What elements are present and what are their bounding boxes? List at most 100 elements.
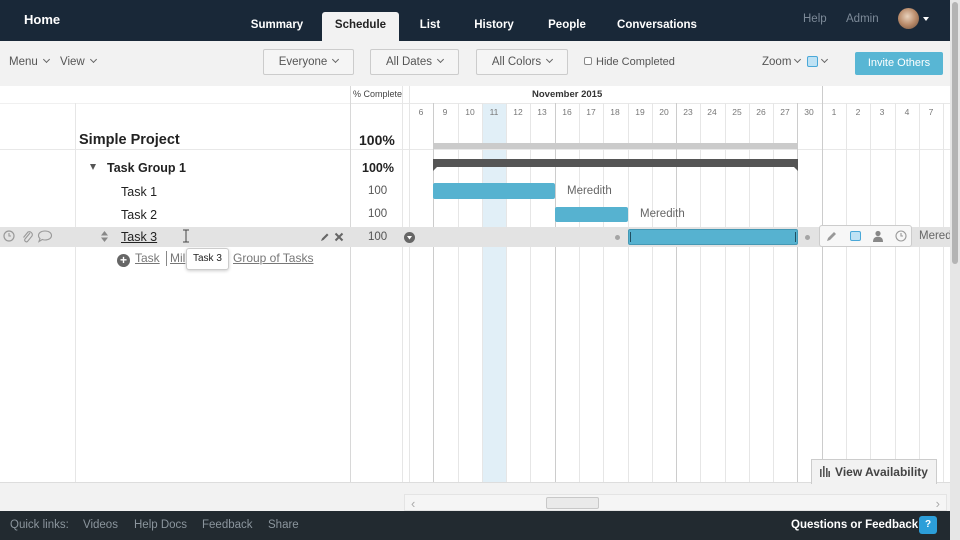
day-divider	[773, 103, 774, 482]
home-link[interactable]: Home	[24, 12, 61, 27]
top-nav: Home Summary Schedule List History Peopl…	[0, 0, 950, 41]
user-menu-caret-icon[interactable]	[923, 17, 929, 21]
tab-conversations[interactable]: Conversations	[617, 19, 697, 31]
collapse-triangle-icon[interactable]	[90, 164, 96, 170]
feedback-link[interactable]: Feedback	[202, 519, 253, 531]
task-3-bar[interactable]	[628, 229, 798, 245]
group-summary-bar	[433, 159, 798, 171]
help-docs-link[interactable]: Help Docs	[134, 519, 188, 531]
page-scrollbar-thumb[interactable]	[952, 2, 958, 264]
day-header: 4	[904, 107, 910, 117]
tab-list[interactable]: List	[419, 19, 441, 31]
people-filter-dropdown[interactable]: Everyone	[263, 49, 354, 75]
color-swatch-icon[interactable]	[807, 56, 818, 67]
day-header: 3	[879, 107, 885, 117]
day-divider	[700, 103, 701, 482]
dates-filter-dropdown[interactable]: All Dates	[370, 49, 459, 75]
text-cursor-icon	[183, 229, 189, 243]
day-divider	[749, 103, 750, 482]
delete-x-icon[interactable]	[334, 232, 344, 242]
column-divider	[409, 86, 410, 482]
task-1-pct[interactable]: 100	[368, 185, 388, 197]
view-availability-button[interactable]: View Availability	[811, 459, 937, 484]
task-1-name[interactable]: Task 1	[121, 185, 158, 199]
admin-link[interactable]: Admin	[846, 13, 879, 25]
day-divider	[530, 103, 531, 482]
chevron-down-icon	[546, 55, 554, 64]
group-title[interactable]: Task Group 1	[107, 161, 186, 175]
colors-filter-dropdown[interactable]: All Colors	[476, 49, 568, 75]
color-dropdown-caret[interactable]	[820, 55, 829, 68]
drag-handle-icon[interactable]	[100, 231, 109, 243]
day-header: 16	[562, 107, 572, 117]
task-3-name[interactable]: Task 3	[121, 230, 158, 244]
chevron-down-icon	[820, 55, 829, 64]
day-header: 6	[418, 107, 424, 117]
assign-person-icon[interactable]	[872, 230, 884, 242]
day-header: 12	[513, 107, 523, 117]
tab-summary[interactable]: Summary	[250, 19, 304, 31]
scroll-left-arrow-icon[interactable]: ‹	[411, 496, 416, 511]
view-dropdown[interactable]: View	[60, 55, 97, 68]
task-2-name[interactable]: Task 2	[121, 208, 158, 222]
project-title[interactable]: Simple Project	[79, 132, 180, 148]
edit-pencil-icon[interactable]	[826, 231, 837, 242]
clock-icon[interactable]	[895, 230, 907, 242]
bar-start-handle[interactable]	[615, 235, 620, 240]
edit-pencil-icon[interactable]	[320, 232, 330, 242]
user-avatar[interactable]	[898, 8, 919, 29]
tab-history[interactable]: History	[474, 19, 514, 31]
month-divider	[822, 86, 823, 482]
group-pct: 100%	[362, 161, 394, 175]
bar-resize-handle-right[interactable]	[795, 232, 796, 242]
help-link[interactable]: Help	[803, 13, 827, 25]
task-2-bar[interactable]	[555, 207, 628, 222]
tab-schedule[interactable]: Schedule	[322, 12, 399, 41]
toolbar: Menu View Everyone All Dates All Colors …	[0, 41, 950, 86]
week-divider	[433, 103, 434, 482]
task-1-bar[interactable]	[433, 183, 555, 199]
separator	[166, 251, 167, 266]
scrollbar-thumb[interactable]	[546, 497, 599, 509]
column-divider	[350, 86, 351, 482]
paperclip-icon[interactable]	[21, 230, 34, 243]
comment-icon[interactable]	[37, 229, 53, 243]
add-task-label[interactable]: Task	[135, 251, 160, 265]
add-milestone-link[interactable]: Mil	[170, 251, 185, 265]
schedule-grid: % Complete November 2015 6 9 10 11 12 13…	[0, 86, 950, 483]
checkbox-icon[interactable]	[584, 57, 592, 65]
menu-dropdown[interactable]: Menu	[9, 55, 50, 68]
project-pct: 100%	[359, 132, 395, 148]
color-picker-icon[interactable]	[850, 231, 861, 241]
hide-completed-checkbox[interactable]: Hide Completed	[584, 56, 675, 68]
tab-people[interactable]: People	[548, 19, 586, 31]
horizontal-scrollbar[interactable]: ‹ ›	[404, 494, 947, 511]
help-question-icon[interactable]: ?	[919, 516, 937, 534]
row-options-dropdown-icon[interactable]	[404, 232, 415, 243]
add-plus-icon[interactable]: +	[117, 254, 130, 267]
add-milestone-label[interactable]: Mil	[170, 251, 186, 265]
videos-link[interactable]: Videos	[83, 519, 118, 531]
invite-others-button[interactable]: Invite Others	[855, 52, 943, 75]
add-group-label[interactable]: Group of Tasks	[233, 251, 314, 265]
page-scrollbar[interactable]	[950, 0, 960, 540]
day-divider	[506, 103, 507, 482]
day-divider	[846, 103, 847, 482]
day-divider	[895, 103, 896, 482]
share-link[interactable]: Share	[268, 519, 299, 531]
clock-icon[interactable]	[3, 230, 15, 242]
zoom-dropdown[interactable]: Zoom	[762, 55, 802, 68]
task-3-assignee: Mered	[919, 230, 950, 242]
add-task-link[interactable]: Task	[135, 251, 160, 265]
chevron-down-icon	[794, 55, 802, 64]
day-header: 10	[465, 107, 475, 117]
bar-end-handle[interactable]	[805, 235, 810, 240]
task-3-pct[interactable]: 100	[368, 231, 388, 243]
scroll-right-arrow-icon[interactable]: ›	[935, 496, 940, 511]
add-group-link[interactable]: Group of Tasks	[233, 251, 313, 265]
questions-feedback-link[interactable]: Questions or Feedback	[791, 519, 919, 531]
task-2-pct[interactable]: 100	[368, 208, 388, 220]
bar-resize-handle-left[interactable]	[630, 232, 631, 242]
day-header: 24	[707, 107, 717, 117]
